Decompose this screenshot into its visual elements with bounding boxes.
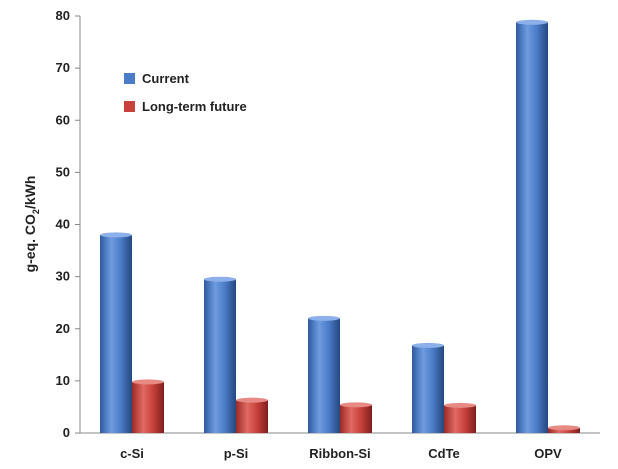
y-axis-label: g-eq. CO2/kWh bbox=[22, 176, 41, 273]
bar-cap-current-cdte bbox=[412, 342, 444, 348]
x-category-label: Ribbon-Si bbox=[309, 446, 370, 461]
y-tick-label: 0 bbox=[63, 425, 70, 440]
legend-swatch-current bbox=[124, 73, 135, 84]
bar-current-cdte bbox=[412, 345, 444, 433]
y-tick-label: 40 bbox=[56, 217, 70, 232]
bar-cap-current-p-si bbox=[204, 276, 236, 282]
bar-current-c-si bbox=[100, 234, 132, 433]
bar-cap-current-opv bbox=[516, 19, 548, 25]
bars-group bbox=[100, 19, 580, 433]
y-tick-label: 30 bbox=[56, 269, 70, 284]
bar-cap-current-c-si bbox=[100, 232, 132, 238]
x-axis-labels: c-Si p-Si Ribbon-Si CdTe OPV bbox=[120, 446, 562, 461]
y-tick-label: 50 bbox=[56, 164, 70, 179]
x-category-label: CdTe bbox=[428, 446, 460, 461]
bar-future-ribbon-si bbox=[340, 404, 372, 433]
bar-current-ribbon-si bbox=[308, 318, 340, 433]
x-category-label: p-Si bbox=[224, 446, 249, 461]
bar-cap-current-ribbon-si bbox=[308, 315, 340, 321]
bar-future-opv bbox=[548, 427, 580, 433]
bar-cap-future-ribbon-si bbox=[340, 402, 372, 408]
bar-cap-future-cdte bbox=[444, 402, 476, 408]
x-category-label: c-Si bbox=[120, 446, 144, 461]
bar-cap-future-opv bbox=[548, 425, 580, 431]
y-tick-label: 80 bbox=[56, 8, 70, 23]
legend-label-future: Long-term future bbox=[142, 99, 247, 114]
x-category-label: OPV bbox=[534, 446, 562, 461]
bar-cap-future-c-si bbox=[132, 379, 164, 385]
bar-future-cdte bbox=[444, 405, 476, 433]
bar-future-p-si bbox=[236, 400, 268, 433]
y-tick-label: 20 bbox=[56, 321, 70, 336]
bar-future-c-si bbox=[132, 381, 164, 433]
bar-cap-future-p-si bbox=[236, 397, 268, 403]
y-axis-ticks: 0 10 20 30 40 50 60 70 80 bbox=[56, 8, 80, 440]
legend: Current Long-term future bbox=[124, 71, 247, 114]
legend-label-current: Current bbox=[142, 71, 190, 86]
y-tick-label: 70 bbox=[56, 60, 70, 75]
y-tick-label: 60 bbox=[56, 112, 70, 127]
bar-current-p-si bbox=[204, 279, 236, 433]
legend-swatch-future bbox=[124, 101, 135, 112]
bar-current-opv bbox=[516, 22, 548, 433]
y-tick-label: 10 bbox=[56, 373, 70, 388]
